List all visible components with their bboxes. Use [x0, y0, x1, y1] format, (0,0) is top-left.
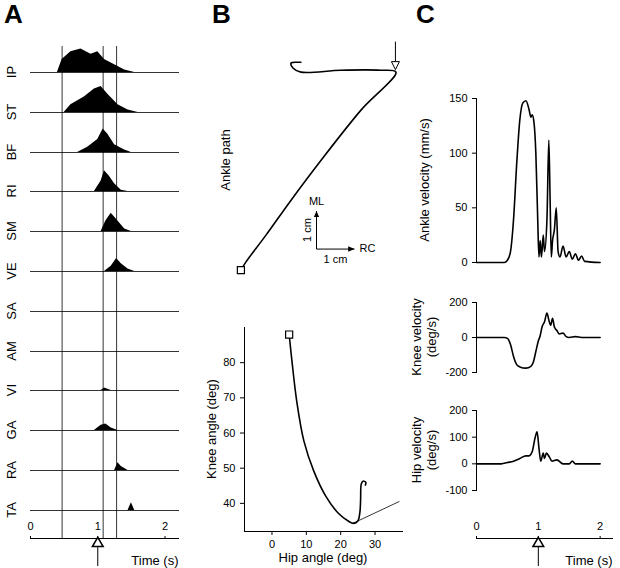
html-text:Knee velocity (deg/s): Knee velocity (deg/s): [409, 298, 439, 376]
svg-text:40: 40: [223, 497, 235, 509]
svg-text:0: 0: [461, 457, 467, 469]
html-text:VI: VI: [3, 384, 19, 397]
svg-text:1: 1: [535, 520, 541, 532]
html-text:TA: TA: [3, 502, 19, 518]
svg-text:Time (s): Time (s): [565, 553, 612, 568]
html-text:Hip velocity (deg/s): Hip velocity (deg/s): [409, 416, 439, 484]
svg-text:-100: -100: [445, 484, 467, 496]
svg-text:20: 20: [335, 538, 347, 550]
html-text:Ankle path: Ankle path: [217, 129, 233, 191]
html-text:SM: SM: [3, 221, 19, 241]
html-text:Knee angle (deg): Knee angle (deg): [203, 379, 219, 479]
html-text:RI: RI: [3, 184, 19, 198]
svg-text:10: 10: [300, 538, 312, 550]
svg-text:0: 0: [461, 331, 467, 343]
html-text:AM: AM: [3, 340, 19, 361]
svg-text:0: 0: [269, 538, 275, 550]
svg-text:RC: RC: [359, 242, 375, 254]
html-text:Hip angle (deg): Hip angle (deg): [278, 549, 368, 565]
html-text:ST: ST: [3, 103, 19, 121]
svg-text:ML: ML: [308, 195, 323, 207]
svg-text:1: 1: [95, 520, 101, 532]
html-text:A: A: [4, 0, 23, 29]
svg-text:2: 2: [162, 520, 168, 532]
svg-text:30: 30: [369, 538, 381, 550]
svg-text:100: 100: [449, 431, 467, 443]
html-text:BF: BF: [3, 143, 19, 160]
svg-text:0: 0: [461, 256, 467, 268]
svg-text:80: 80: [223, 356, 235, 368]
html-text:IP: IP: [3, 65, 19, 79]
svg-text:150: 150: [449, 92, 467, 104]
html-text:SA: SA: [3, 302, 19, 320]
svg-text:60: 60: [223, 427, 235, 439]
svg-text:200: 200: [449, 404, 467, 416]
svg-text:1 cm: 1 cm: [301, 218, 313, 242]
svg-text:50: 50: [455, 201, 467, 213]
svg-text:Time (s): Time (s): [131, 553, 178, 568]
html-text:C: C: [416, 0, 435, 29]
svg-text:100: 100: [449, 147, 467, 159]
svg-text:50: 50: [223, 462, 235, 474]
svg-text:1 cm: 1 cm: [323, 253, 347, 265]
html-text:VE: VE: [3, 262, 19, 280]
svg-text:200: 200: [449, 296, 467, 308]
html-text:RA: RA: [3, 461, 19, 479]
svg-text:-200: -200: [445, 366, 467, 378]
html-text:Ankle velocity (mm/s): Ankle velocity (mm/s): [416, 118, 432, 242]
svg-text:0: 0: [27, 520, 33, 532]
html-text:B: B: [212, 0, 231, 29]
svg-text:70: 70: [223, 391, 235, 403]
svg-text:0: 0: [473, 520, 479, 532]
svg-text:2: 2: [597, 520, 603, 532]
html-text:GA: GA: [3, 420, 19, 440]
